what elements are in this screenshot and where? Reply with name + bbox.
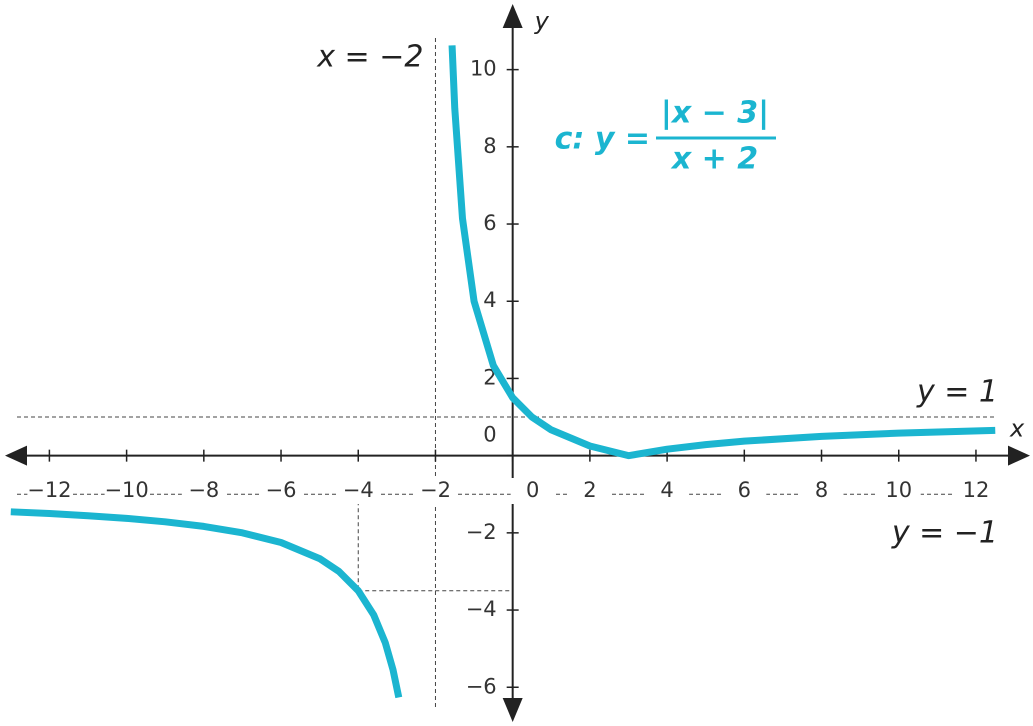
asymptote-label: y = 1 xyxy=(916,375,998,410)
y-tick-label: 0 xyxy=(483,423,496,447)
y-tick-label: −4 xyxy=(466,597,497,621)
x-tick-label: 0 xyxy=(526,478,539,502)
x-tick-label: −8 xyxy=(188,478,219,502)
y-tick-label: 4 xyxy=(483,288,496,312)
x-axis-label: x xyxy=(1009,415,1025,443)
y-tick-label: −2 xyxy=(466,520,497,544)
y-tick-label: 8 xyxy=(483,134,496,158)
label-bg xyxy=(953,478,998,504)
x-tick-label: −4 xyxy=(343,478,374,502)
asymptote-label: x = −2 xyxy=(316,40,423,75)
label-bg xyxy=(181,478,226,504)
x-tick-label: 4 xyxy=(660,478,673,502)
label-bg xyxy=(259,478,304,504)
label-bg xyxy=(876,478,921,504)
label-bg xyxy=(336,478,381,504)
x-tick-label: 10 xyxy=(885,478,912,502)
equation-denominator: x + 2 xyxy=(670,142,758,177)
label-bg xyxy=(645,478,690,504)
equation-numerator: |x − 3| xyxy=(661,96,769,131)
x-tick-label: −2 xyxy=(420,478,451,502)
x-tick-label: 12 xyxy=(963,478,990,502)
y-tick-label: 10 xyxy=(470,57,497,81)
y-tick-label: 6 xyxy=(483,211,496,235)
x-tick-label: 8 xyxy=(815,478,828,502)
label-bg xyxy=(722,478,767,504)
x-tick-label: −10 xyxy=(104,478,148,502)
x-tick-label: −6 xyxy=(266,478,297,502)
arrow xyxy=(5,445,27,466)
label-bg xyxy=(413,478,458,504)
label-bg xyxy=(510,478,555,504)
label-bg xyxy=(567,478,612,504)
arrow xyxy=(502,698,523,722)
curve xyxy=(10,45,996,699)
equation-lhs: c: y = xyxy=(555,122,650,157)
label-bg xyxy=(27,478,72,504)
asymptote-label: y = −1 xyxy=(891,516,998,551)
label-bg xyxy=(104,478,149,504)
y-axis-label: y xyxy=(534,7,550,35)
x-tick-label: −12 xyxy=(27,478,71,502)
x-tick-label: 6 xyxy=(738,478,751,502)
arrow xyxy=(502,4,523,28)
x-tick-label: 2 xyxy=(583,478,596,502)
y-tick-label: −6 xyxy=(466,674,497,698)
arrow xyxy=(1008,445,1030,466)
label-bg xyxy=(799,478,844,504)
